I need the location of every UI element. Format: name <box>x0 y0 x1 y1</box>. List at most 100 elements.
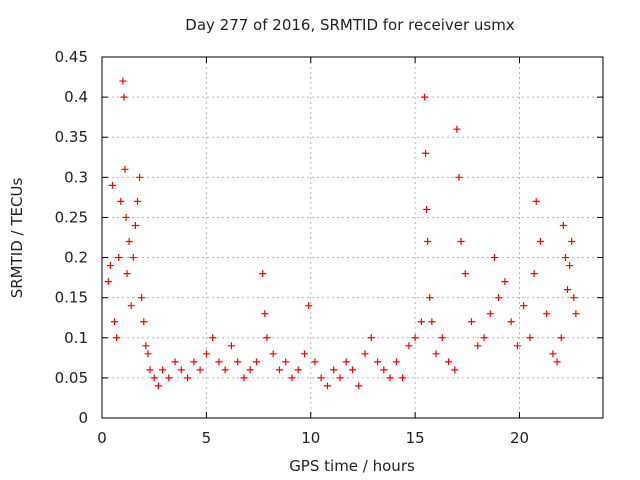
data-point <box>136 173 144 181</box>
data-point <box>423 205 431 213</box>
data-point <box>424 238 432 246</box>
data-point <box>513 342 521 350</box>
data-point <box>559 221 567 229</box>
x-tick-label: 0 <box>97 429 107 447</box>
data-point <box>125 238 133 246</box>
data-point <box>557 334 565 342</box>
data-point <box>165 374 173 382</box>
data-point <box>184 374 192 382</box>
y-tick-label: 0.3 <box>64 168 88 186</box>
chart-title: Day 277 of 2016, SRMTID for receiver usm… <box>185 16 515 34</box>
data-point <box>438 334 446 342</box>
data-point <box>564 286 572 294</box>
data-point <box>480 334 488 342</box>
data-point <box>227 342 235 350</box>
y-tick-label: 0.25 <box>55 208 88 226</box>
data-point <box>330 366 338 374</box>
data-point <box>171 358 179 366</box>
data-point <box>234 358 242 366</box>
data-point <box>159 366 167 374</box>
data-point <box>543 310 551 318</box>
y-axis-title: SRMTID / TECUs <box>8 178 26 299</box>
data-point <box>486 310 494 318</box>
data-point <box>131 221 139 229</box>
data-point <box>202 350 210 358</box>
data-point <box>305 302 313 310</box>
data-point <box>104 278 112 286</box>
data-point <box>269 350 277 358</box>
data-point <box>355 382 363 390</box>
data-point <box>421 93 429 101</box>
data-point <box>129 254 137 262</box>
data-point <box>445 358 453 366</box>
data-point <box>536 238 544 246</box>
data-point <box>568 238 576 246</box>
data-point <box>146 366 154 374</box>
data-point <box>106 262 114 270</box>
tick-layer <box>101 56 603 419</box>
data-point <box>386 374 394 382</box>
data-point <box>380 366 388 374</box>
data-point <box>474 342 482 350</box>
data-point <box>154 382 162 390</box>
data-point <box>411 334 419 342</box>
data-point <box>133 197 141 205</box>
data-point <box>374 358 382 366</box>
data-point <box>323 382 331 390</box>
data-point <box>572 310 580 318</box>
data-point <box>317 374 325 382</box>
data-point <box>196 366 204 374</box>
data-point <box>392 358 400 366</box>
data-point <box>455 173 463 181</box>
data-point <box>311 358 319 366</box>
data-point <box>457 238 465 246</box>
data-point <box>490 254 498 262</box>
data-point <box>122 213 130 221</box>
data-point <box>140 318 148 326</box>
data-point <box>259 270 267 278</box>
x-tick-label: 10 <box>301 429 320 447</box>
data-point <box>261 310 269 318</box>
data-point <box>263 334 271 342</box>
data-point <box>117 197 125 205</box>
data-point <box>215 358 223 366</box>
y-tick-label: 0.4 <box>64 88 88 106</box>
data-point <box>113 334 121 342</box>
data-point <box>209 334 217 342</box>
y-tick-label: 0.05 <box>55 369 88 387</box>
data-point <box>190 358 198 366</box>
data-point <box>553 358 561 366</box>
data-point <box>123 270 131 278</box>
data-point <box>142 342 150 350</box>
data-point <box>495 294 503 302</box>
y-tick-label: 0.15 <box>55 289 88 307</box>
x-tick-label: 5 <box>202 429 212 447</box>
plot-frame <box>101 56 604 419</box>
x-tick-label: 20 <box>510 429 529 447</box>
data-point <box>246 366 254 374</box>
y-tick-label: 0 <box>78 409 88 427</box>
data-point <box>177 366 185 374</box>
x-axis-title: GPS time / hours <box>289 457 415 475</box>
grid-layer <box>102 57 603 418</box>
x-tick-label: 15 <box>406 429 425 447</box>
points-layer <box>104 77 580 390</box>
data-point <box>570 294 578 302</box>
y-tick-label: 0.2 <box>64 249 88 267</box>
data-point <box>526 334 534 342</box>
data-point <box>501 278 509 286</box>
data-point <box>349 366 356 374</box>
data-point <box>120 93 128 101</box>
data-point <box>428 318 436 326</box>
data-point <box>399 374 407 382</box>
data-point <box>288 374 296 382</box>
data-point <box>426 294 434 302</box>
data-point <box>336 374 344 382</box>
data-point <box>532 197 540 205</box>
data-point <box>108 181 116 189</box>
data-point <box>405 342 413 350</box>
data-point <box>150 374 158 382</box>
data-point <box>417 318 425 326</box>
y-tick-label: 0.45 <box>55 48 88 66</box>
